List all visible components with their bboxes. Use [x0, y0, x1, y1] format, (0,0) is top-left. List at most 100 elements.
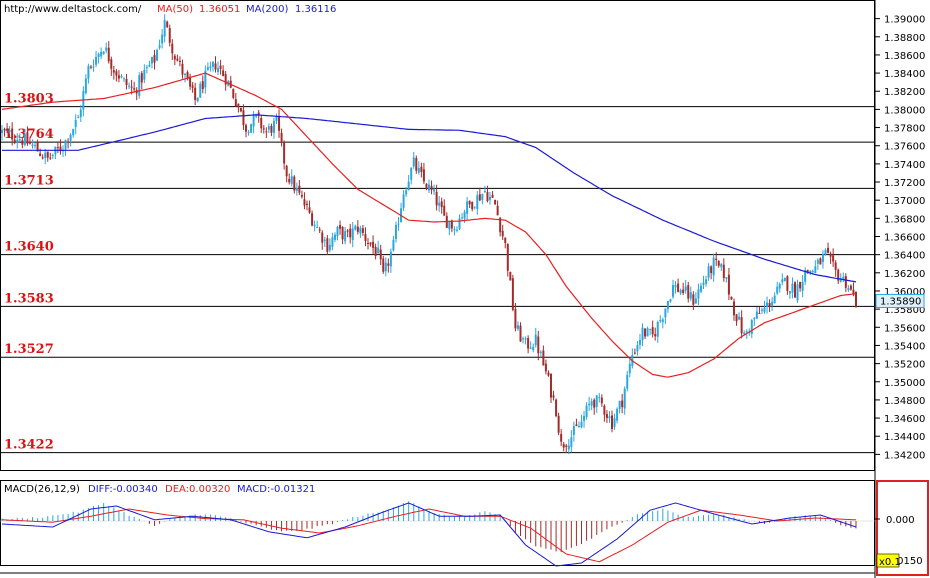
candle-body [816, 259, 819, 264]
candle-body [570, 437, 573, 447]
candle-body [542, 350, 545, 366]
candle-body [567, 445, 570, 450]
macd-scale-badge[interactable] [876, 553, 900, 568]
candle-body [694, 298, 697, 304]
candle-body [364, 234, 367, 241]
candle-body [834, 262, 837, 270]
candle-body [466, 201, 469, 214]
candle-body [397, 223, 400, 225]
candle-body [125, 78, 128, 85]
support-resistance-levels: 1.3803 1.3764 1.3713 1.3640 1.3583 1.3527 1.34… [0, 92, 875, 454]
candle-body [717, 260, 720, 266]
candle-body [689, 292, 692, 299]
candle-body [1, 129, 3, 134]
candle-body [486, 191, 489, 202]
candle-body [377, 247, 380, 254]
source-url[interactable]: http://www.deltastock.com/ [4, 4, 142, 15]
candle-body [819, 258, 822, 265]
candle-body [74, 119, 77, 128]
candle-body [417, 168, 420, 173]
candle-body [529, 347, 532, 349]
candle-body [247, 132, 250, 134]
candle-body [303, 199, 306, 206]
current-price-label: 1.35890 [880, 296, 921, 307]
candle-body [415, 158, 418, 171]
price-tick-label: 1.35200 [884, 360, 925, 371]
candle-body [16, 139, 19, 143]
candle-body [257, 112, 260, 116]
candle-body [405, 190, 408, 195]
candle-body [410, 167, 413, 180]
candle-body [504, 237, 507, 243]
candle-body [219, 65, 222, 69]
candle-body [407, 181, 410, 191]
candle-body [92, 66, 95, 68]
candle-body [666, 300, 669, 310]
candle-body [346, 230, 349, 232]
macd-name: MACD(26,12,9) [4, 484, 80, 495]
candle-body [783, 277, 786, 282]
candle-body [278, 115, 281, 131]
candle-body [600, 397, 603, 404]
candle-body [806, 269, 809, 273]
macd-dea-line [1, 508, 857, 563]
candle-body [394, 224, 397, 240]
candle-body [781, 279, 784, 283]
candle-body [588, 403, 591, 406]
level-label: 1.3527 [4, 342, 54, 357]
candle-body [539, 351, 542, 353]
candle-body [550, 374, 552, 398]
candle-body [661, 319, 664, 323]
current-price-box [875, 293, 925, 308]
candle-body [354, 225, 357, 230]
candle-body [616, 408, 619, 421]
candle-body [290, 176, 293, 184]
candle-body [26, 132, 29, 144]
candle-body [544, 363, 547, 372]
candle-body [715, 258, 718, 260]
candle-body [306, 203, 308, 205]
price-tick-label: 1.36600 [884, 233, 925, 244]
ma50-line [1, 72, 857, 378]
candle-body [161, 34, 164, 44]
candle-body [755, 311, 758, 319]
candle-body [326, 238, 329, 252]
candle-body [585, 405, 588, 417]
candle-body [199, 83, 202, 98]
candle-body [44, 152, 47, 159]
candle-body [829, 253, 832, 257]
candle-body [422, 169, 425, 182]
ma200-line [2, 114, 857, 283]
candle-body [796, 284, 799, 301]
candle-body [522, 338, 525, 340]
candle-body [298, 185, 301, 193]
candle-body [433, 189, 436, 192]
price-axis: 1.39000 1.38800 1.38600 1.38400 1.38200 1.380… [875, 15, 925, 461]
candle-body [733, 301, 735, 316]
candle-body [771, 301, 774, 306]
candle-body [623, 388, 626, 409]
candle-body [674, 285, 677, 288]
macd-macd-value: MACD:-0.01321 [237, 484, 315, 495]
candle-body [28, 141, 31, 144]
price-tick-label: 1.37800 [884, 124, 925, 135]
level-label: 1.3764 [4, 127, 54, 142]
candle-body [605, 413, 608, 419]
candle-body [489, 196, 491, 200]
candle-body [194, 87, 197, 100]
candle-body [519, 325, 522, 342]
candle-body [313, 224, 316, 226]
candle-body [250, 124, 253, 133]
candle-body [369, 242, 372, 245]
candle-body [232, 88, 235, 98]
candle-body [618, 400, 621, 410]
candle-body [196, 97, 199, 102]
candle-body [809, 271, 812, 274]
price-tick-label: 1.38400 [884, 69, 925, 80]
candle-body [435, 191, 438, 206]
candle-body [478, 194, 481, 201]
price-tick-label: 1.35000 [884, 378, 925, 389]
candle-body [473, 206, 476, 208]
candle-body [138, 75, 141, 96]
candle-body [677, 283, 680, 292]
